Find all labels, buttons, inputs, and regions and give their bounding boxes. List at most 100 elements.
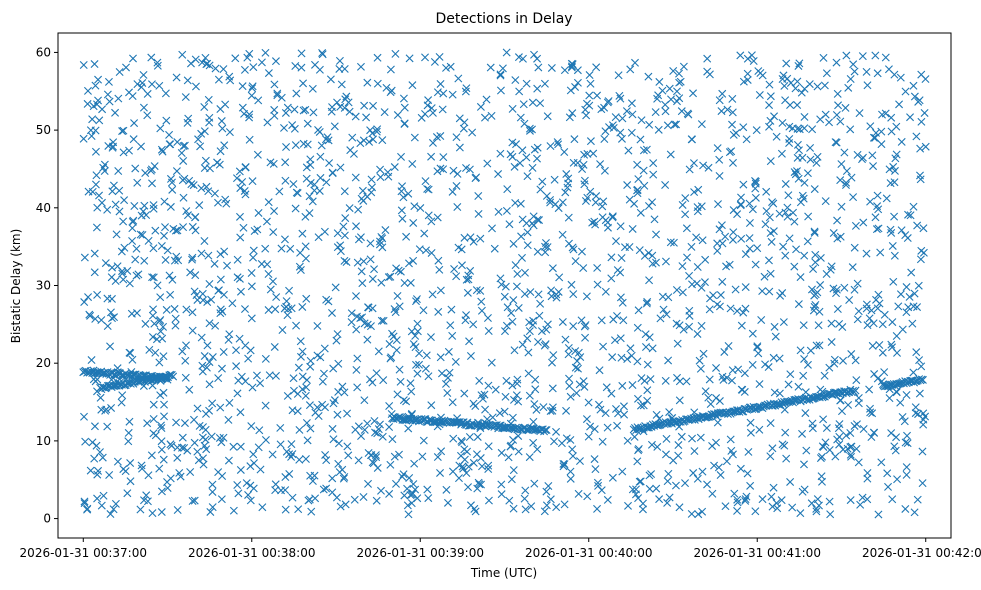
data-point	[314, 125, 323, 134]
data-point	[83, 86, 92, 95]
data-point	[85, 310, 94, 319]
data-point	[183, 211, 192, 220]
data-point	[151, 226, 160, 235]
data-point	[91, 81, 100, 90]
data-point	[514, 53, 523, 62]
data-point	[571, 82, 580, 91]
data-point	[645, 471, 654, 480]
data-point	[219, 65, 228, 74]
data-point	[288, 121, 297, 130]
data-point	[586, 79, 595, 88]
data-point	[518, 215, 527, 224]
data-point	[90, 454, 99, 463]
data-point	[111, 108, 120, 117]
data-point	[826, 510, 835, 519]
data-point	[409, 480, 418, 489]
data-point	[334, 387, 343, 396]
data-point	[647, 440, 656, 449]
data-point	[712, 363, 721, 372]
data-point	[737, 193, 746, 202]
data-point	[672, 87, 681, 96]
data-point	[520, 494, 529, 503]
data-point	[366, 255, 375, 264]
data-point	[837, 160, 846, 169]
data-point	[918, 447, 927, 456]
data-point	[830, 355, 839, 364]
data-point	[149, 201, 158, 210]
data-point	[518, 253, 526, 262]
data-point	[325, 159, 334, 168]
data-point	[887, 340, 896, 349]
data-point	[781, 179, 790, 188]
data-point	[634, 444, 643, 453]
data-point	[696, 364, 705, 373]
data-point	[595, 366, 604, 375]
data-point	[255, 426, 264, 435]
data-point	[913, 495, 922, 504]
data-point	[320, 227, 329, 236]
data-point	[488, 224, 496, 233]
data-point	[469, 237, 478, 246]
data-point	[624, 501, 632, 510]
data-point	[308, 477, 317, 486]
data-point	[314, 233, 323, 242]
data-point	[462, 275, 471, 284]
data-point	[465, 432, 474, 441]
data-point	[463, 288, 472, 297]
data-point	[229, 506, 238, 515]
data-point	[469, 399, 478, 408]
data-point	[366, 239, 375, 248]
data-point	[149, 400, 158, 409]
data-point	[336, 247, 345, 256]
data-point	[413, 319, 422, 328]
data-point	[554, 287, 563, 296]
data-point	[715, 171, 724, 180]
data-point	[271, 57, 280, 66]
data-point	[713, 300, 722, 309]
data-point	[392, 346, 401, 355]
data-point	[210, 259, 219, 268]
data-point	[812, 507, 821, 516]
data-point	[780, 441, 789, 450]
data-point	[745, 199, 754, 208]
data-point	[683, 253, 692, 262]
data-point	[644, 72, 653, 81]
data-point	[130, 201, 139, 210]
data-point	[155, 81, 164, 90]
data-point	[552, 293, 561, 302]
data-point	[601, 287, 610, 296]
data-point	[863, 81, 872, 90]
data-point	[726, 435, 735, 444]
data-point	[103, 205, 112, 214]
data-point	[246, 462, 255, 471]
data-point	[846, 443, 855, 452]
data-point	[783, 212, 792, 221]
data-point	[466, 266, 475, 275]
data-point	[353, 383, 362, 392]
data-point	[149, 305, 158, 314]
data-point	[869, 319, 878, 328]
data-point	[374, 347, 383, 356]
data-point	[520, 119, 529, 128]
data-point	[240, 186, 249, 195]
data-point	[421, 53, 430, 62]
data-point	[627, 128, 636, 137]
data-point	[494, 207, 503, 216]
data-point	[190, 496, 199, 505]
data-point	[153, 281, 162, 290]
data-point	[908, 319, 917, 328]
data-point	[722, 457, 731, 466]
data-point	[887, 228, 896, 237]
data-point	[568, 243, 577, 252]
data-point	[529, 417, 538, 426]
data-point	[442, 485, 451, 494]
data-point	[882, 194, 891, 203]
data-point	[829, 229, 838, 238]
data-point	[751, 184, 760, 193]
data-point	[554, 140, 563, 149]
data-point	[531, 385, 540, 394]
data-point	[580, 382, 589, 391]
data-point	[215, 286, 223, 295]
data-point	[523, 172, 532, 181]
data-point	[119, 275, 128, 284]
